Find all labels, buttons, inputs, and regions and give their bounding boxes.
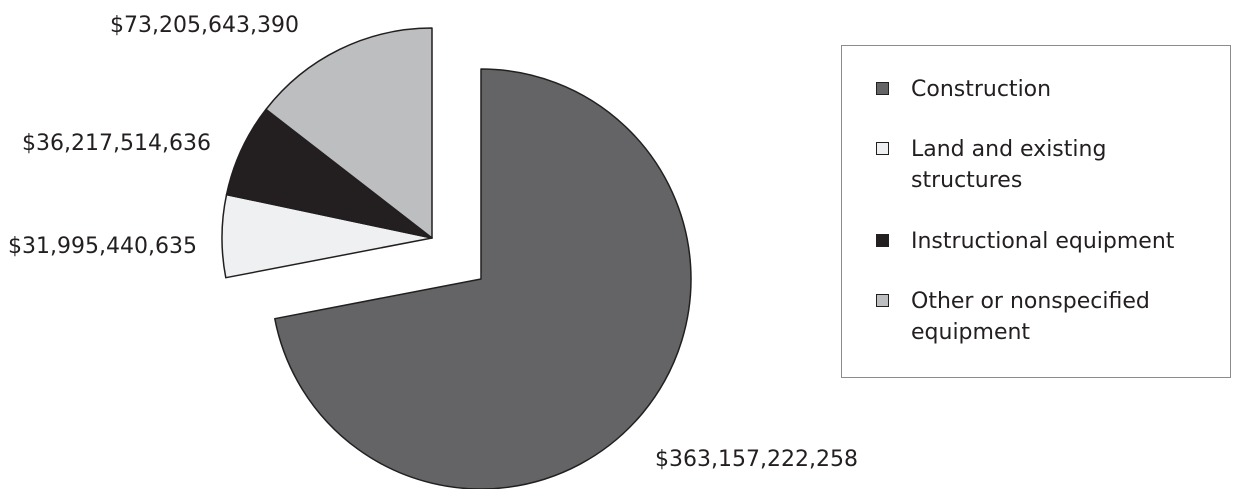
legend-label: Other or nonspecified equipment (911, 289, 1150, 345)
legend-swatch-other (876, 294, 889, 307)
legend: Construction Land and existing structure… (841, 45, 1231, 378)
legend-swatch-land (876, 142, 889, 155)
data-label-construction: $363,157,222,258 (655, 447, 858, 472)
data-labels: $363,157,222,258 $31,995,440,635 $36,217… (8, 13, 858, 472)
legend-label: Construction (911, 77, 1052, 102)
pie-slices (221, 27, 692, 489)
data-label-land: $31,995,440,635 (8, 234, 197, 259)
slice-construction (274, 68, 692, 489)
legend-swatch-instructional (876, 234, 889, 247)
legend-item-land: Land and existing structures (876, 134, 1111, 196)
legend-item-construction: Construction (876, 74, 1221, 105)
legend-item-instructional: Instructional equipment (876, 226, 1221, 257)
legend-swatch-construction (876, 82, 889, 95)
data-label-instructional: $36,217,514,636 (22, 131, 211, 156)
data-label-other: $73,205,643,390 (110, 13, 299, 38)
legend-item-other: Other or nonspecified equipment (876, 286, 1171, 348)
legend-label: Instructional equipment (911, 229, 1175, 254)
legend-label: Land and existing structures (911, 137, 1107, 193)
slice-other (265, 27, 433, 239)
